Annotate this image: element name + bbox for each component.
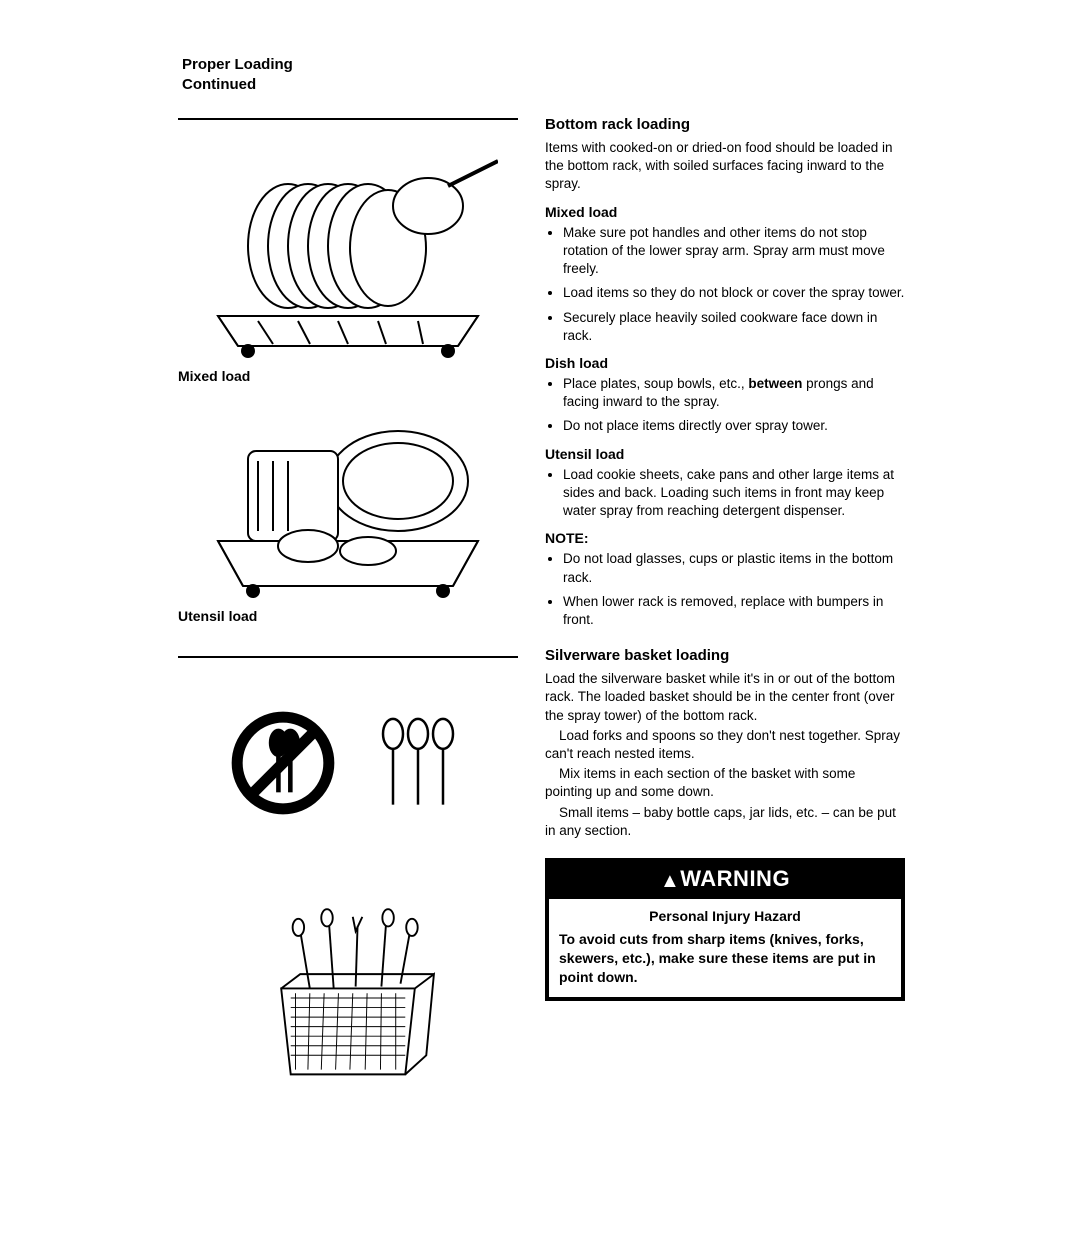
list-item: Make sure pot handles and other items do…: [563, 224, 905, 279]
heading-dish: Dish load: [545, 355, 905, 371]
warning-header-text: WARNING: [680, 866, 790, 891]
list-dish: Place plates, soup bowls, etc., between …: [545, 375, 905, 436]
para-silverware-3: Mix items in each section of the basket …: [545, 765, 905, 801]
figure-utensil-load: [178, 386, 518, 616]
page-title-line1: Proper Loading: [182, 56, 293, 73]
spoons-icon: [368, 708, 468, 818]
list-utensil: Load cookie sheets, cake pans and other …: [545, 466, 905, 521]
heading-utensil: Utensil load: [545, 446, 905, 462]
basket-illustration-icon: [243, 898, 453, 1098]
left-column: Mixed load: [178, 118, 518, 1108]
list-item: Place plates, soup bowls, etc., between …: [563, 375, 905, 411]
figure-label-mixed: Mixed load: [178, 368, 250, 384]
para-silverware-2: Load forks and spoons so they don't nest…: [545, 727, 905, 763]
figure-mixed-load: [178, 126, 518, 376]
page-title: Proper Loading Continued: [182, 55, 293, 96]
list-item: Load cookie sheets, cake pans and other …: [563, 466, 905, 521]
heading-bottom-rack: Bottom rack loading: [545, 116, 905, 133]
figure-silverware-basket: [178, 888, 518, 1108]
heading-silverware: Silverware basket loading: [545, 647, 905, 664]
figure-label-utensil: Utensil load: [178, 608, 257, 624]
figure-no-nesting: [178, 688, 518, 838]
page-title-line2: Continued: [182, 76, 256, 93]
list-note: Do not load glasses, cups or plastic ite…: [545, 550, 905, 629]
manual-page: Proper Loading Continued: [0, 0, 1080, 1251]
warning-header: ▲WARNING: [549, 862, 901, 899]
warning-body: Personal Injury Hazard To avoid cuts fro…: [549, 899, 901, 997]
list-item: Securely place heavily soiled cookware f…: [563, 309, 905, 345]
heading-mixed: Mixed load: [545, 204, 905, 220]
warning-triangle-icon: ▲: [660, 870, 680, 892]
list-mixed: Make sure pot handles and other items do…: [545, 224, 905, 345]
para-silverware-1: Load the silverware basket while it's in…: [545, 670, 905, 725]
para-silverware-4: Small items – baby bottle caps, jar lids…: [545, 804, 905, 840]
utensil-rack-illustration-icon: [198, 391, 498, 611]
list-item: Load items so they do not block or cover…: [563, 284, 905, 302]
divider-top: [178, 118, 518, 120]
para-bottom-rack-intro: Items with cooked-on or dried-on food sh…: [545, 139, 905, 194]
heading-note: NOTE:: [545, 530, 905, 546]
warning-subhead: Personal Injury Hazard: [559, 907, 891, 926]
warning-box: ▲WARNING Personal Injury Hazard To avoid…: [545, 858, 905, 1001]
list-item: Do not place items directly over spray t…: [563, 417, 905, 435]
list-item: When lower rack is removed, replace with…: [563, 593, 905, 629]
rack-illustration-icon: [198, 136, 498, 366]
divider-mid: [178, 656, 518, 658]
warning-text: To avoid cuts from sharp items (knives, …: [559, 930, 891, 987]
right-column: Bottom rack loading Items with cooked-on…: [545, 116, 905, 1001]
list-item: Do not load glasses, cups or plastic ite…: [563, 550, 905, 586]
text: Place plates, soup bowls, etc.,: [563, 376, 748, 391]
bold-text: between: [748, 376, 802, 391]
prohibition-icon: [228, 708, 338, 818]
